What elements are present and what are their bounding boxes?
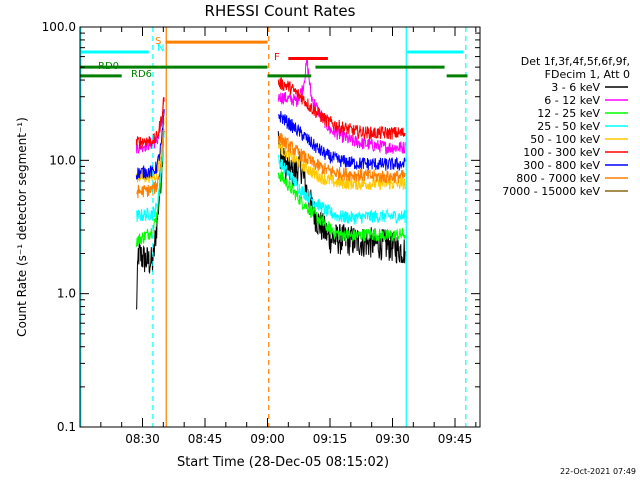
series-line [277, 171, 406, 243]
legend-entry-label: 300 - 800 keV [523, 159, 600, 172]
series-line [135, 109, 165, 181]
series-line [277, 133, 406, 184]
legend-entry-label: 6 - 12 keV [544, 94, 600, 107]
series-line [277, 111, 406, 172]
x-tick-label: 09:45 [438, 432, 473, 446]
x-tick-label: 09:00 [250, 432, 285, 446]
footer-timestamp: 22-Oct-2021 07:49 [560, 467, 636, 476]
flag-label: S [155, 36, 161, 47]
chart-title: RHESSI Count Rates [205, 2, 356, 20]
plot-frame [79, 26, 481, 428]
legend-entry-label: 12 - 25 keV [537, 107, 600, 120]
y-axis-label: Count Rate (s⁻¹ detector segment⁻¹) [15, 117, 29, 337]
y-tick-label: 100.0 [42, 20, 76, 34]
flag-label: F [274, 52, 280, 63]
x-tick-label: 08:45 [188, 432, 223, 446]
legend-entry-label: 25 - 50 keV [537, 120, 600, 133]
legend: Det 1f,3f,4f,5f,6f,9f,FDecim 1, Att 03 -… [502, 55, 630, 198]
x-axis-label: Start Time (28-Dec-05 08:15:02) [177, 455, 389, 470]
legend-header: FDecim 1, Att 0 [545, 68, 630, 81]
series-line [277, 154, 406, 225]
y-tick-label: 1.0 [57, 287, 76, 301]
series-line [135, 97, 165, 150]
legend-entry-label: 7000 - 15000 keV [502, 185, 600, 198]
series-line [135, 134, 165, 222]
series-line [136, 129, 165, 199]
x-tick-label: 08:30 [125, 432, 160, 446]
flag-label: RD6 [131, 69, 152, 80]
legend-entry-label: 3 - 6 keV [551, 81, 600, 94]
y-tick-label: 0.1 [57, 420, 76, 434]
flag-label: N [157, 43, 164, 54]
legend-entry-label: 50 - 100 keV [530, 133, 600, 146]
series-line [277, 77, 406, 141]
x-tick-label: 09:15 [313, 432, 348, 446]
x-tick-label: 09:30 [375, 432, 410, 446]
legend-entry-label: 800 - 7000 keV [516, 172, 600, 185]
legend-header: Det 1f,3f,4f,5f,6f,9f, [521, 55, 630, 68]
series-line [135, 131, 165, 248]
legend-entry-label: 100 - 300 keV [523, 146, 600, 159]
y-tick-label: 10.0 [49, 153, 76, 167]
flag-label: RD0 [98, 61, 119, 72]
